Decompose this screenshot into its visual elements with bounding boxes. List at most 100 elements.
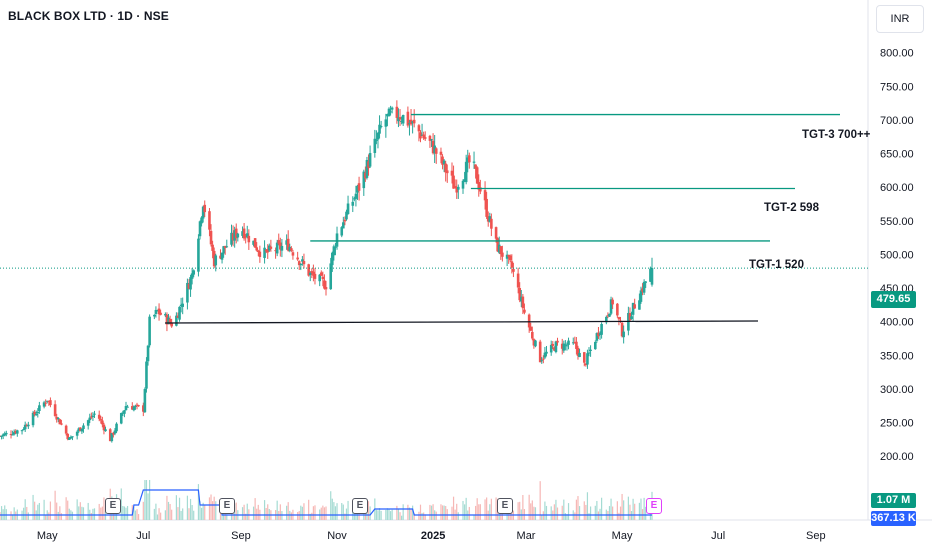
volume-bar xyxy=(309,513,311,520)
candle-body xyxy=(485,198,488,217)
candle-body xyxy=(330,252,334,266)
candle-body xyxy=(179,304,183,307)
volume-bar xyxy=(136,509,138,520)
candle-body xyxy=(411,121,414,124)
volume-bar xyxy=(432,504,434,520)
candle-body xyxy=(312,271,315,276)
candle-body xyxy=(274,250,277,252)
volume-bar xyxy=(0,512,1,520)
candle-body xyxy=(617,317,621,320)
candle-body xyxy=(576,347,580,356)
time-tick-label: Sep xyxy=(806,530,826,542)
volume-bar xyxy=(397,508,400,520)
candle-body xyxy=(170,322,173,327)
volume-bar xyxy=(462,500,464,520)
candle-body xyxy=(168,318,172,323)
candle-body xyxy=(600,324,603,335)
candle-body xyxy=(23,424,27,430)
volume-bar xyxy=(243,504,245,520)
volume-bar xyxy=(144,480,146,520)
currency-selector[interactable]: INR xyxy=(876,5,924,33)
time-tick-label: 2025 xyxy=(421,530,445,542)
candle-body xyxy=(142,405,145,412)
volume-bar xyxy=(342,504,344,520)
volume-bar xyxy=(443,505,445,520)
volume-bar xyxy=(457,512,459,520)
price-tick-label: 300.00 xyxy=(880,384,914,396)
candle-body xyxy=(540,360,544,362)
candle-body xyxy=(345,211,348,220)
candle-body xyxy=(167,317,170,325)
candle-body xyxy=(121,412,125,414)
volume-bar xyxy=(34,501,36,520)
candle-body xyxy=(290,248,293,251)
candle-body xyxy=(187,283,191,289)
candle-body xyxy=(20,430,24,432)
volume-bar xyxy=(67,500,69,520)
volume-bar xyxy=(531,500,533,520)
volume-bar xyxy=(49,501,51,520)
volume-bar xyxy=(627,496,629,520)
earnings-marker-upcoming[interactable]: E xyxy=(646,498,662,514)
candle-body xyxy=(598,333,602,335)
earnings-marker[interactable]: E xyxy=(352,498,368,514)
candle-body xyxy=(286,238,290,251)
candle-body xyxy=(375,139,378,141)
candle-body xyxy=(214,255,218,266)
candle-body xyxy=(148,316,151,346)
candle-body xyxy=(318,274,322,282)
volume-bar xyxy=(476,498,478,520)
volume-bar xyxy=(638,502,641,520)
volume-bar xyxy=(407,504,409,520)
candle-body xyxy=(153,314,156,317)
candle-body xyxy=(589,349,592,351)
candle-body xyxy=(641,288,644,292)
candle-body xyxy=(291,252,295,256)
candle-body xyxy=(225,246,229,248)
earnings-marker[interactable]: E xyxy=(497,498,513,514)
time-tick-label: Jul xyxy=(136,530,150,542)
candle-body xyxy=(190,273,194,279)
volume-bar xyxy=(10,511,12,520)
volume-bar xyxy=(290,512,292,520)
volume-bar xyxy=(120,488,122,520)
candle-body xyxy=(0,435,3,437)
candle-body xyxy=(516,273,520,288)
candle-body xyxy=(642,281,646,293)
volume-bar xyxy=(142,501,144,520)
candle-body xyxy=(488,216,492,222)
candle-body xyxy=(357,183,361,191)
volume-bar xyxy=(82,507,85,520)
volume-bar xyxy=(212,501,214,520)
volume-bar xyxy=(122,505,124,520)
candle-body xyxy=(531,331,534,339)
candle-body xyxy=(211,244,214,251)
candle-body xyxy=(4,432,8,435)
volume-bar xyxy=(311,512,313,520)
candle-body xyxy=(505,254,509,259)
candle-body xyxy=(368,153,372,167)
candle-body xyxy=(508,255,512,261)
volume-bar xyxy=(197,484,200,520)
candle-body xyxy=(609,299,613,314)
candle-body xyxy=(82,425,85,430)
candle-body xyxy=(452,175,455,189)
volume-bar xyxy=(123,506,126,520)
earnings-marker[interactable]: E xyxy=(219,498,235,514)
candle-body xyxy=(367,161,370,169)
candle-body xyxy=(266,249,270,253)
volume-pane xyxy=(0,480,653,520)
time-tick-label: Nov xyxy=(327,530,347,542)
volume-bar xyxy=(164,510,166,520)
symbol-title[interactable]: BLACK BOX LTD · 1D · NSE xyxy=(8,9,169,23)
candle-body xyxy=(575,341,578,349)
candle-body xyxy=(241,231,244,236)
candle-body xyxy=(200,217,203,224)
candle-body xyxy=(431,140,435,154)
candle-body xyxy=(401,114,405,124)
candle-body xyxy=(398,117,402,120)
earnings-marker[interactable]: E xyxy=(105,498,121,514)
candle-body xyxy=(45,400,49,402)
candle-body xyxy=(53,404,57,417)
